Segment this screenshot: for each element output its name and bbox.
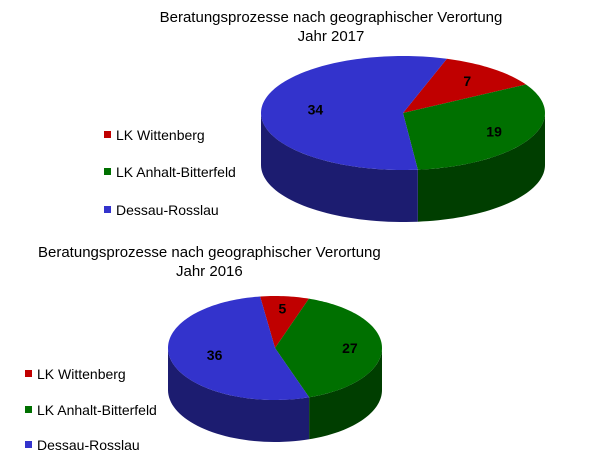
data-label: 7: [463, 73, 471, 89]
pie-slice-lk-wittenberg: [260, 296, 309, 348]
legend-swatch: [104, 131, 111, 138]
data-label: 36: [207, 347, 223, 363]
pie-side-lk-anhalt-bitterfeld: [309, 348, 382, 440]
chart-2017-subtitle: Jahr 2017: [298, 28, 365, 45]
pie-slice-lk-anhalt-bitterfeld: [275, 298, 382, 398]
legend-swatch: [104, 206, 111, 213]
legend-2016: LK Wittenberg LK Anhalt-Bitterfeld Dessa…: [25, 366, 157, 453]
legend-label: Dessau-Rosslau: [116, 202, 219, 218]
pie-2016: 5 27 36: [168, 296, 382, 442]
data-label: 19: [486, 124, 502, 140]
chart-2016-title: Beratungsprozesse nach geographischer Ve…: [38, 244, 381, 261]
legend-label: LK Anhalt-Bitterfeld: [116, 164, 236, 180]
data-label: 5: [279, 301, 287, 317]
pie-side-lk-anhalt-bitterfeld: [417, 113, 545, 222]
pie-side-dessau-rosslau: [168, 348, 310, 442]
data-label: 34: [308, 101, 324, 117]
chart-2016-subtitle: Jahr 2016: [176, 263, 243, 280]
legend-label: Dessau-Rosslau: [37, 437, 140, 453]
pie-2017: 7 19 34: [261, 56, 545, 222]
pie-slice-dessau-rosslau: [168, 296, 310, 400]
legend-label: LK Wittenberg: [37, 366, 126, 382]
legend-label: LK Anhalt-Bitterfeld: [37, 402, 157, 418]
legend-2017: LK Wittenberg LK Anhalt-Bitterfeld Dessa…: [104, 127, 236, 218]
legend-swatch: [25, 441, 32, 448]
chart-2017-title: Beratungsprozesse nach geographischer Ve…: [160, 9, 503, 26]
legend-swatch: [104, 168, 111, 175]
chart-2017: Beratungsprozesse nach geographischer Ve…: [104, 9, 545, 222]
data-label: 27: [342, 340, 358, 356]
pie-slice-dessau-rosslau: [261, 56, 447, 170]
legend-swatch: [25, 406, 32, 413]
pie-side-dessau-rosslau: [261, 113, 418, 222]
pie-slice-lk-wittenberg: [403, 58, 526, 113]
pie-slice-lk-anhalt-bitterfeld: [403, 84, 545, 170]
legend-swatch: [25, 370, 32, 377]
legend-label: LK Wittenberg: [116, 127, 205, 143]
chart-2016: Beratungsprozesse nach geographischer Ve…: [25, 244, 382, 453]
